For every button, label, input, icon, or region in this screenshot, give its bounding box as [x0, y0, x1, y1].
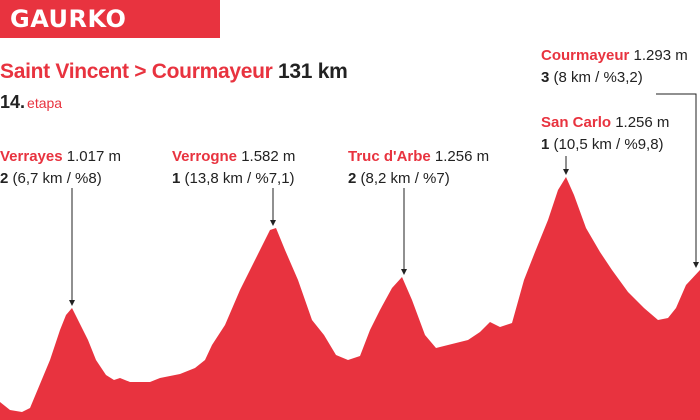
climb-details: (8,2 km / %7)	[360, 170, 450, 187]
title-banner: GAURKO ETAPA	[0, 0, 220, 63]
climb-name: San Carlo	[541, 114, 612, 131]
climb-altitude: 1.256 m	[434, 148, 490, 165]
climb-altitude: 1.256 m	[615, 114, 670, 131]
route-name: Saint Vincent > Courmayeur	[0, 60, 273, 83]
pointer-verrayes-arrowhead	[69, 300, 75, 306]
pointer-courmayeur-arrowhead	[693, 262, 699, 268]
climb-name: Courmayeur	[541, 47, 630, 64]
route-heading: Saint Vincent > Courmayeur 131 km	[0, 60, 348, 84]
climb-name: Verrayes	[0, 148, 63, 165]
climb-label-courmayeur: Courmayeur 1.293 m 3 (8 km / %3,2)	[541, 45, 688, 89]
pointer-san-carlo-arrowhead	[563, 169, 569, 175]
stage-label: 14. etapa	[0, 92, 62, 113]
climb-details: (8 km / %3,2)	[553, 69, 643, 86]
climb-category: 2	[0, 170, 9, 187]
climb-altitude: 1.293 m	[633, 47, 688, 64]
pointer-truc-darbe-arrowhead	[401, 269, 407, 275]
pointer-courmayeur	[656, 93, 697, 264]
stage-number: 14.	[0, 92, 26, 112]
climb-label-san-carlo: San Carlo 1.256 m 1 (10,5 km / %9,8)	[541, 112, 669, 156]
climb-label-truc-darbe: Truc d'Arbe 1.256 m 2 (8,2 km / %7)	[348, 146, 489, 190]
banner-title: GAURKO ETAPA	[10, 5, 127, 63]
climb-category: 3	[541, 69, 550, 86]
route-distance: 131 km	[278, 60, 348, 83]
climb-details: (6,7 km / %8)	[12, 170, 102, 187]
climb-category: 1	[541, 136, 550, 153]
climb-label-verrayes: Verrayes 1.017 m 2 (6,7 km / %8)	[0, 146, 121, 190]
pointer-verrogne-arrowhead	[270, 220, 276, 226]
climb-details: (10,5 km / %9,8)	[553, 136, 664, 153]
climb-altitude: 1.582 m	[241, 148, 296, 165]
elevation-area	[0, 177, 700, 420]
stage-word: etapa	[27, 95, 63, 111]
climb-label-verrogne: Verrogne 1.582 m 1 (13,8 km / %7,1)	[172, 146, 295, 190]
climb-category: 2	[348, 170, 357, 187]
climb-name: Truc d'Arbe	[348, 148, 431, 165]
climb-category: 1	[172, 170, 181, 187]
climb-name: Verrogne	[172, 148, 238, 165]
climb-altitude: 1.017 m	[66, 148, 121, 165]
climb-details: (13,8 km / %7,1)	[184, 170, 295, 187]
